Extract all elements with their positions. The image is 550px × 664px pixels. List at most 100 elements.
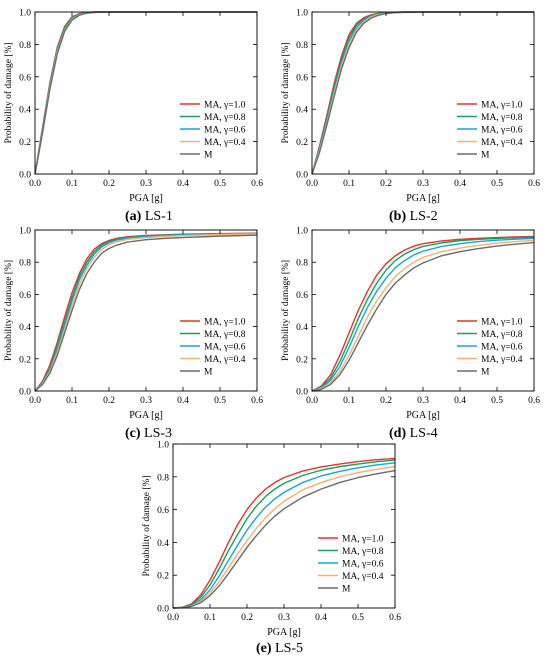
series-line-3 <box>311 239 535 392</box>
chart-ls4: 0.0 0.1 0.2 0.3 0.4 0.5 0.6 0.0 0.2 0.4 0.6 0.8 1.0 P… <box>280 227 540 422</box>
chart-ls1: 0.0 0.1 0.2 0.3 0.4 0.5 0.6 0.0 0.2 0.4 0.6 0.8 1.0 P… <box>3 9 263 205</box>
y-axis-label: Probability of damage [%] <box>141 475 152 576</box>
y-tick-label: 0.8 <box>296 41 308 51</box>
legend-label-1: MA, γ=0.8 <box>481 330 523 340</box>
legend: MA, γ=1.0 MA, γ=0.8 MA, γ=0.6 MA, γ=0.4 M <box>457 318 523 378</box>
series-line-3 <box>34 11 257 175</box>
x-tick-label: 0.6 <box>528 396 540 406</box>
y-tick-label: 0.0 <box>19 388 31 398</box>
caption-letter: (a) <box>125 209 142 224</box>
x-tick-label: 0.1 <box>66 179 78 189</box>
series-line-4 <box>311 241 535 392</box>
series-line-0 <box>34 11 257 175</box>
series-line-4 <box>311 11 534 175</box>
x-tick-label: 0.4 <box>177 396 189 406</box>
caption-ls2: (b) LS-2 <box>389 209 438 225</box>
y-tick-label: 0.6 <box>19 73 31 83</box>
caption-letter: (b) <box>389 209 407 224</box>
x-tick-label: 0.4 <box>315 613 327 623</box>
x-tick-label: 0.2 <box>103 179 115 189</box>
series-line-4 <box>34 234 258 392</box>
caption-letter: (c) <box>125 426 141 441</box>
y-axis-label: Probability of damage [%] <box>3 260 14 361</box>
x-tick-label: 0.0 <box>29 396 41 406</box>
x-axis-label: PGA [g] <box>406 193 440 204</box>
x-tick-label: 0.2 <box>103 396 115 406</box>
y-tick-label: 0.4 <box>19 323 31 333</box>
y-tick-label: 0.2 <box>19 138 31 148</box>
legend-label-0: MA, γ=1.0 <box>204 101 246 111</box>
legend-label-2: MA, γ=0.6 <box>342 560 384 570</box>
y-tick-label: 0.6 <box>296 291 308 301</box>
x-tick-label: 0.1 <box>343 179 355 189</box>
legend-label-4: M <box>481 151 490 161</box>
legend-label-4: M <box>204 151 213 161</box>
x-tick-label: 0.5 <box>214 179 226 189</box>
chart-panel-ls1: 0.0 0.1 0.2 0.3 0.4 0.5 0.6 0.0 0.2 0.4 0.6 0.8 1.0 P… <box>0 0 275 230</box>
legend-label-4: M <box>342 585 351 595</box>
series-line-1 <box>34 11 257 175</box>
legend-label-2: MA, γ=0.6 <box>481 343 523 353</box>
x-tick-label: 0.5 <box>491 179 503 189</box>
legend: MA, γ=1.0 MA, γ=0.8 MA, γ=0.6 MA, γ=0.4 M <box>318 535 384 595</box>
caption-ls1: (a) LS-1 <box>125 209 173 225</box>
plot-frame <box>172 443 396 609</box>
x-tick-label: 0.3 <box>140 179 152 189</box>
legend-label-3: MA, γ=0.4 <box>204 138 246 148</box>
chart-ls3: 0.0 0.1 0.2 0.3 0.4 0.5 0.6 0.0 0.2 0.4 0.6 0.8 1.0 P… <box>3 227 263 422</box>
x-tick-label: 0.4 <box>177 179 189 189</box>
x-tick-label: 0.4 <box>454 396 466 406</box>
series-line-2 <box>34 232 258 392</box>
legend-label-4: M <box>204 368 213 378</box>
x-tick-label: 0.6 <box>389 613 401 623</box>
y-tick-label: 0.6 <box>157 506 169 516</box>
series-line-3 <box>311 11 534 175</box>
series-line-1 <box>172 459 396 609</box>
x-tick-label: 0.1 <box>204 613 216 623</box>
y-tick-label: 1.0 <box>157 441 169 451</box>
legend-label-1: MA, γ=0.8 <box>204 330 246 340</box>
y-tick-label: 0.2 <box>157 572 169 582</box>
plot-frame <box>311 11 535 175</box>
x-axis-label: PGA [g] <box>406 410 440 421</box>
x-tick-label: 0.5 <box>214 396 226 406</box>
x-tick-label: 0.1 <box>343 396 355 406</box>
y-tick-label: 0.0 <box>157 605 169 615</box>
chart-panel-ls3: 0.0 0.1 0.2 0.3 0.4 0.5 0.6 0.0 0.2 0.4 0.6 0.8 1.0 P… <box>0 220 275 448</box>
legend-label-3: MA, γ=0.4 <box>481 138 523 148</box>
series-line-1 <box>311 11 534 175</box>
legend-label-0: MA, γ=1.0 <box>342 535 384 545</box>
x-axis-label: PGA [g] <box>267 627 301 638</box>
y-tick-label: 1.0 <box>19 9 31 19</box>
y-tick-label: 0.8 <box>19 41 31 51</box>
y-tick-label: 0.2 <box>296 138 308 148</box>
x-axis-label: PGA [g] <box>129 193 163 204</box>
legend-label-4: M <box>481 368 490 378</box>
y-tick-label: 1.0 <box>296 9 308 19</box>
caption-ls5: (e) LS-5 <box>256 641 303 657</box>
legend-label-0: MA, γ=1.0 <box>481 318 523 328</box>
y-tick-label: 0.0 <box>19 171 31 181</box>
x-tick-label: 0.2 <box>380 179 392 189</box>
series-line-4 <box>172 469 396 609</box>
series-line-2 <box>311 237 535 392</box>
y-axis-label: Probability of damage [%] <box>280 42 291 143</box>
y-tick-label: 0.4 <box>157 539 169 549</box>
x-tick-label: 0.0 <box>306 179 318 189</box>
y-tick-label: 0.6 <box>19 291 31 301</box>
legend-label-2: MA, γ=0.6 <box>481 126 523 136</box>
x-tick-label: 0.6 <box>251 179 263 189</box>
x-axis-label: PGA [g] <box>129 410 163 421</box>
series-line-0 <box>172 457 396 609</box>
x-tick-label: 0.3 <box>278 613 290 623</box>
x-tick-label: 0.2 <box>380 396 392 406</box>
legend-label-0: MA, γ=1.0 <box>481 101 523 111</box>
chart-ls2: 0.0 0.1 0.2 0.3 0.4 0.5 0.6 0.0 0.2 0.4 0.6 0.8 1.0 P… <box>280 9 540 205</box>
chart-panel-ls5: 0.0 0.1 0.2 0.3 0.4 0.5 0.6 0.0 0.2 0.4 0.6 0.8 1.0 P… <box>138 435 413 664</box>
x-tick-label: 0.6 <box>251 396 263 406</box>
caption-letter: (d) <box>389 426 407 441</box>
legend-label-1: MA, γ=0.8 <box>342 547 384 557</box>
x-tick-label: 0.0 <box>167 613 179 623</box>
y-tick-label: 0.0 <box>296 388 308 398</box>
legend: MA, γ=1.0 MA, γ=0.8 MA, γ=0.6 MA, γ=0.4 M <box>180 318 246 378</box>
